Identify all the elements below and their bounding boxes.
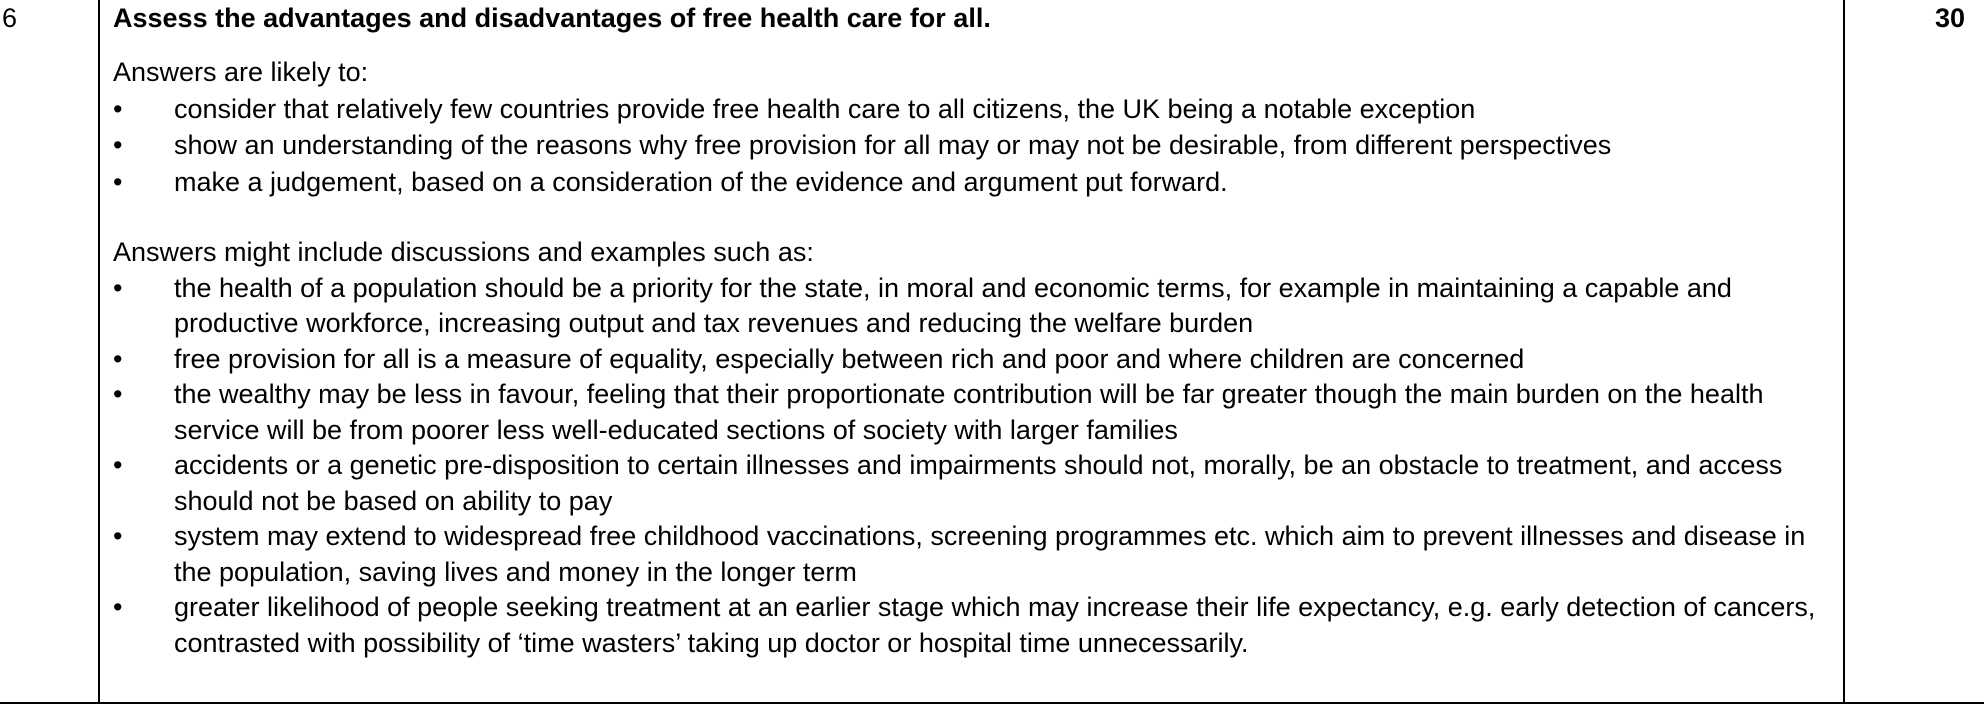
list-item-text: system may extend to widespread free chi… bbox=[174, 521, 1806, 587]
list-item: • show an understanding of the reasons wh… bbox=[113, 127, 1833, 164]
bullet-icon: • bbox=[113, 521, 123, 551]
bullet-icon: • bbox=[113, 272, 123, 303]
likely-bullet-list: • consider that relatively few countries … bbox=[113, 91, 1833, 201]
list-item-text: accidents or a genetic pre-disposition t… bbox=[174, 450, 1783, 516]
list-item: • the wealthy may be less in favour, feel… bbox=[113, 377, 1833, 448]
bullet-icon: • bbox=[113, 166, 123, 197]
bullet-icon: • bbox=[113, 343, 123, 374]
list-item: • accidents or a genetic pre-disposition … bbox=[113, 448, 1833, 519]
section-spacer bbox=[113, 200, 1833, 234]
list-item: • system may extend to widespread free ch… bbox=[113, 519, 1833, 590]
bullet-icon: • bbox=[113, 379, 123, 409]
list-item-text: greater likelihood of people seeking tre… bbox=[174, 592, 1816, 658]
list-item-text: show an understanding of the reasons why… bbox=[174, 130, 1612, 160]
list-item: • make a judgement, based on a considerat… bbox=[113, 164, 1833, 201]
column-divider-left bbox=[98, 0, 100, 704]
list-item: • greater likelihood of people seeking tr… bbox=[113, 590, 1833, 661]
likely-intro: Answers are likely to: bbox=[113, 57, 369, 87]
column-divider-right bbox=[1843, 0, 1845, 704]
list-item-text: free provision for all is a measure of e… bbox=[174, 343, 1525, 374]
list-item-text: make a judgement, based on a considerati… bbox=[174, 166, 1228, 197]
list-item-text: consider that relatively few countries p… bbox=[174, 93, 1476, 124]
row-bottom-border bbox=[0, 702, 1984, 704]
list-item: • the health of a population should be a … bbox=[113, 271, 1833, 342]
bullet-icon: • bbox=[113, 592, 123, 622]
bullet-icon: • bbox=[113, 130, 123, 160]
list-item: • consider that relatively few countries … bbox=[113, 91, 1833, 128]
bullet-icon: • bbox=[113, 450, 123, 480]
list-item-text: the wealthy may be less in favour, feeli… bbox=[174, 379, 1764, 445]
bullet-icon: • bbox=[113, 93, 123, 124]
question-marks: 30 bbox=[1934, 3, 1965, 33]
question-title: Assess the advantages and disadvantages … bbox=[113, 3, 991, 33]
list-item-text: the health of a population should be a p… bbox=[174, 272, 1732, 339]
list-item: • free provision for all is a measure of … bbox=[113, 342, 1833, 378]
might-bullet-list: • the health of a population should be a … bbox=[113, 271, 1833, 662]
might-intro: Answers might include discussions and ex… bbox=[113, 237, 814, 267]
question-number: 6 bbox=[2, 3, 18, 33]
answer-content: Assess the advantages and disadvantages … bbox=[113, 1, 1833, 661]
